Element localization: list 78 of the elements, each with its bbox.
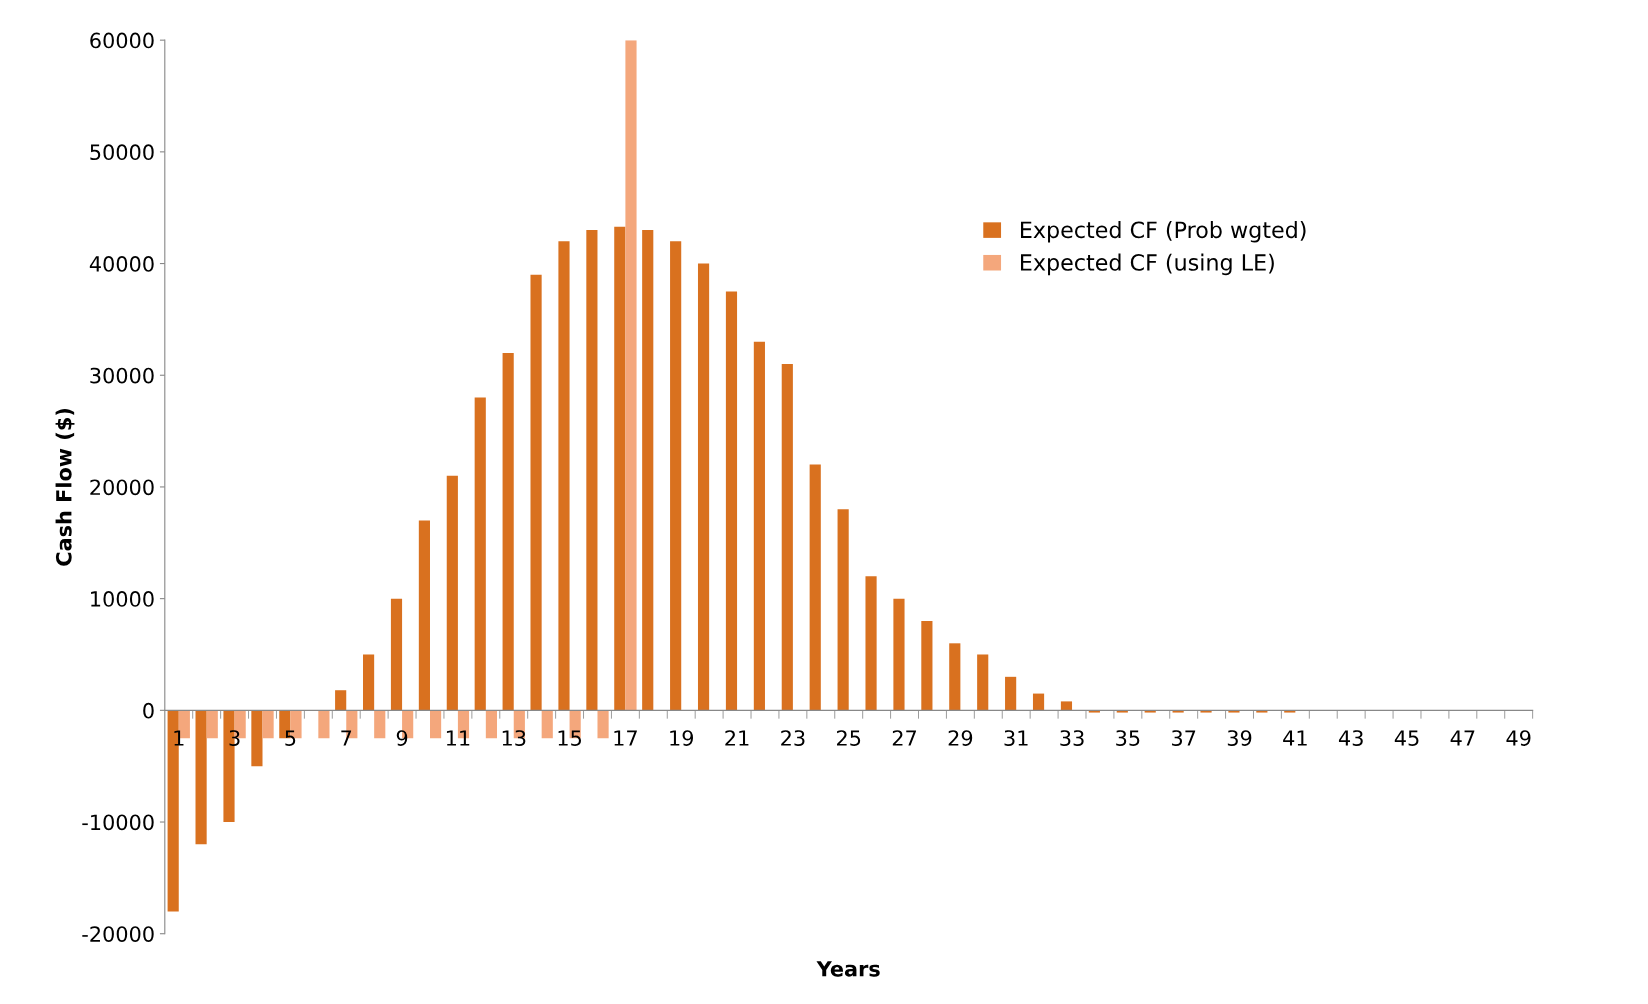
bar xyxy=(697,263,710,711)
bar xyxy=(670,241,682,711)
bar xyxy=(921,620,933,711)
bar xyxy=(642,230,654,711)
bar xyxy=(1200,710,1212,713)
bar xyxy=(530,274,542,711)
bar xyxy=(1005,676,1017,711)
bar xyxy=(1228,710,1240,713)
bar xyxy=(949,643,961,711)
legend-label: Expected CF (Prob wgted) xyxy=(1021,221,1306,243)
bar xyxy=(485,710,497,739)
y-tick-label: 20000 xyxy=(90,479,154,496)
x-tick-label: 33 xyxy=(1060,730,1084,746)
bar xyxy=(195,710,207,845)
x-tick-label: 3 xyxy=(229,730,240,746)
x-tick-label: 17 xyxy=(614,730,637,746)
y-tick-label: -20000 xyxy=(82,926,154,942)
bar xyxy=(541,710,553,739)
bar xyxy=(390,598,403,711)
x-tick-label: 9 xyxy=(396,730,408,746)
legend-label: Expected CF (using LE) xyxy=(1021,253,1274,276)
bar xyxy=(558,241,570,711)
x-tick-label: 35 xyxy=(1116,730,1140,746)
x-tick-label: 47 xyxy=(1450,730,1475,746)
bar xyxy=(781,364,793,711)
y-tick-label: 0 xyxy=(143,702,154,719)
bar xyxy=(251,710,263,767)
x-tick-label: 39 xyxy=(1227,730,1252,746)
bar xyxy=(363,654,375,711)
x-tick-label: 11 xyxy=(446,730,470,746)
x-tick-label: 15 xyxy=(558,730,581,746)
bar xyxy=(614,226,626,711)
bar xyxy=(262,710,274,739)
bar xyxy=(597,710,609,739)
bar xyxy=(977,654,989,711)
x-tick-label: 19 xyxy=(670,730,694,746)
x-tick-label: 7 xyxy=(341,730,352,746)
y-tick-label: 10000 xyxy=(91,591,154,607)
x-tick-label: 21 xyxy=(725,730,749,746)
bar xyxy=(586,230,598,711)
bar xyxy=(374,710,386,739)
bar xyxy=(474,397,486,711)
x-tick-label: 27 xyxy=(892,730,917,746)
x-tick-label: 23 xyxy=(781,730,805,746)
x-tick-label: 1 xyxy=(174,730,184,746)
x-tick-label: 31 xyxy=(1004,730,1028,746)
bar xyxy=(809,464,821,711)
bar xyxy=(1060,701,1073,711)
y-tick-label: 30000 xyxy=(90,367,154,384)
y-tick-label: 50000 xyxy=(90,144,154,161)
x-tick-label: 25 xyxy=(836,730,861,746)
x-tick-label: 49 xyxy=(1506,730,1531,746)
bar xyxy=(335,690,347,711)
x-tick-label: 43 xyxy=(1338,730,1363,746)
bar xyxy=(429,710,442,739)
y-tick-label: 40000 xyxy=(89,256,154,272)
bar xyxy=(893,598,905,711)
y-tick-label: -10000 xyxy=(82,814,154,831)
y-tick-label: 60000 xyxy=(90,32,154,49)
bar xyxy=(1032,693,1045,711)
bar xyxy=(725,291,738,711)
x-tick-label: 41 xyxy=(1283,730,1307,746)
x-tick-label: 5 xyxy=(285,730,296,746)
bar xyxy=(625,40,637,711)
bar xyxy=(837,509,849,711)
y-axis-title: Cash Flow ($) xyxy=(55,408,75,566)
x-axis-title: Years xyxy=(816,961,880,977)
bar xyxy=(206,710,218,739)
x-tick-label: 45 xyxy=(1394,730,1419,746)
bar xyxy=(318,710,330,739)
x-tick-label: 13 xyxy=(502,730,526,746)
bar xyxy=(446,475,458,711)
x-tick-label: 37 xyxy=(1172,730,1196,746)
bar xyxy=(418,520,430,711)
bar xyxy=(865,576,877,711)
bar xyxy=(502,352,514,711)
x-tick-label: 29 xyxy=(948,730,973,746)
bar xyxy=(753,341,765,711)
